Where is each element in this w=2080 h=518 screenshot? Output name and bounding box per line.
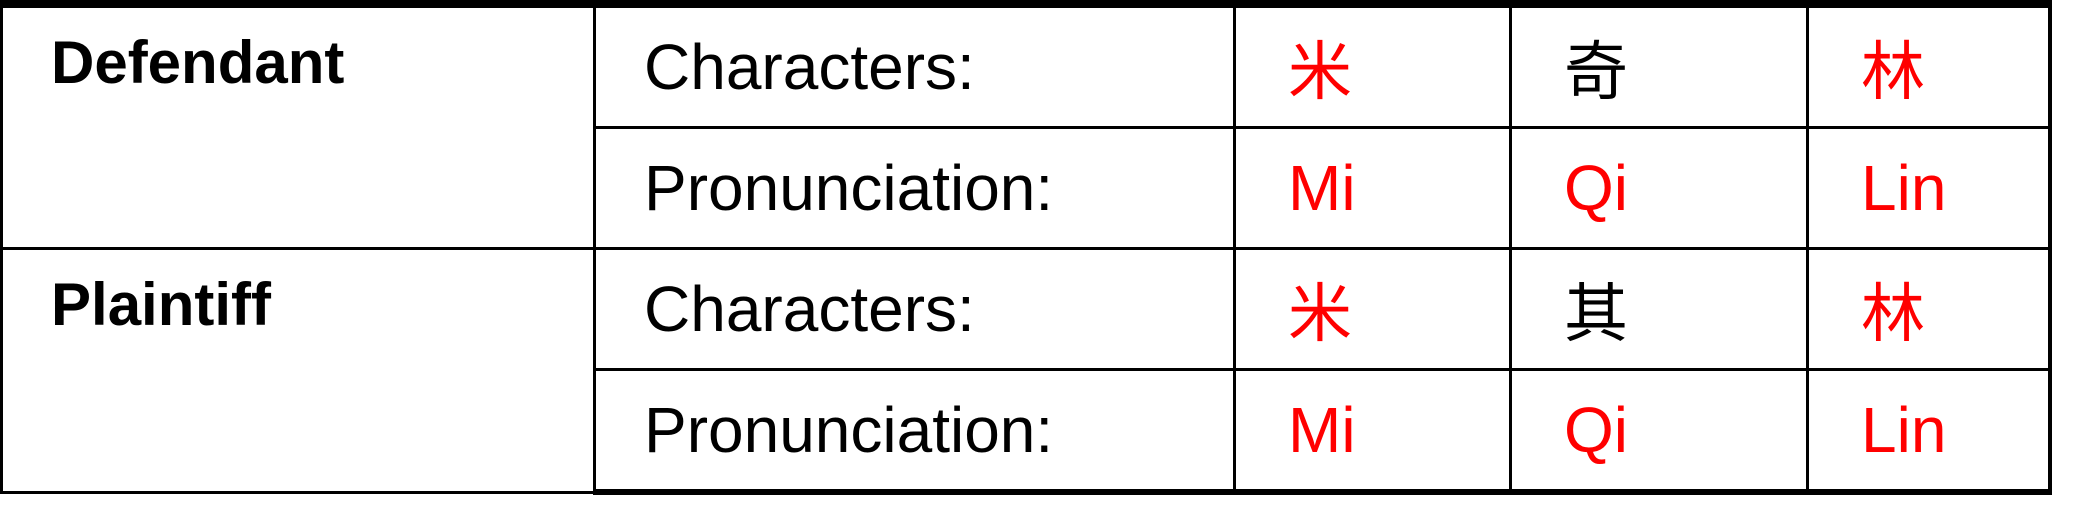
- pronunciation-cell: Mi: [1233, 126, 1512, 250]
- pronunciation-cell: Mi: [1233, 368, 1512, 495]
- characters-label: Characters:: [593, 247, 1236, 371]
- table-row: Pronunciation: Mi Qi Lin: [2, 126, 2052, 250]
- pronunciation-cell: Qi: [1509, 126, 1809, 250]
- character-cell: 奇: [1509, 0, 1809, 129]
- character-cell: 林: [1806, 0, 2052, 129]
- character-cell: 其: [1509, 247, 1809, 371]
- pronunciation-label: Pronunciation:: [593, 126, 1236, 250]
- party-plaintiff: Plaintiff: [0, 247, 596, 494]
- character-cell: 米: [1233, 0, 1512, 129]
- name-comparison-table: Defendant Characters: 米 奇 林 Pronunciatio…: [0, 0, 2052, 495]
- table-row: Pronunciation: Mi Qi Lin: [2, 368, 2052, 495]
- pronunciation-label: Pronunciation:: [593, 368, 1236, 495]
- party-defendant: Defendant: [0, 0, 596, 250]
- character-cell: 米: [1233, 247, 1512, 371]
- pronunciation-cell: Qi: [1509, 368, 1809, 495]
- pronunciation-cell: Lin: [1806, 126, 2052, 250]
- table-row: Defendant Characters: 米 奇 林: [0, 0, 2052, 250]
- characters-label: Characters:: [593, 0, 1236, 129]
- pronunciation-cell: Lin: [1806, 368, 2052, 495]
- table-row: Plaintiff Characters: 米 其 林: [0, 247, 2052, 494]
- character-cell: 林: [1806, 247, 2052, 371]
